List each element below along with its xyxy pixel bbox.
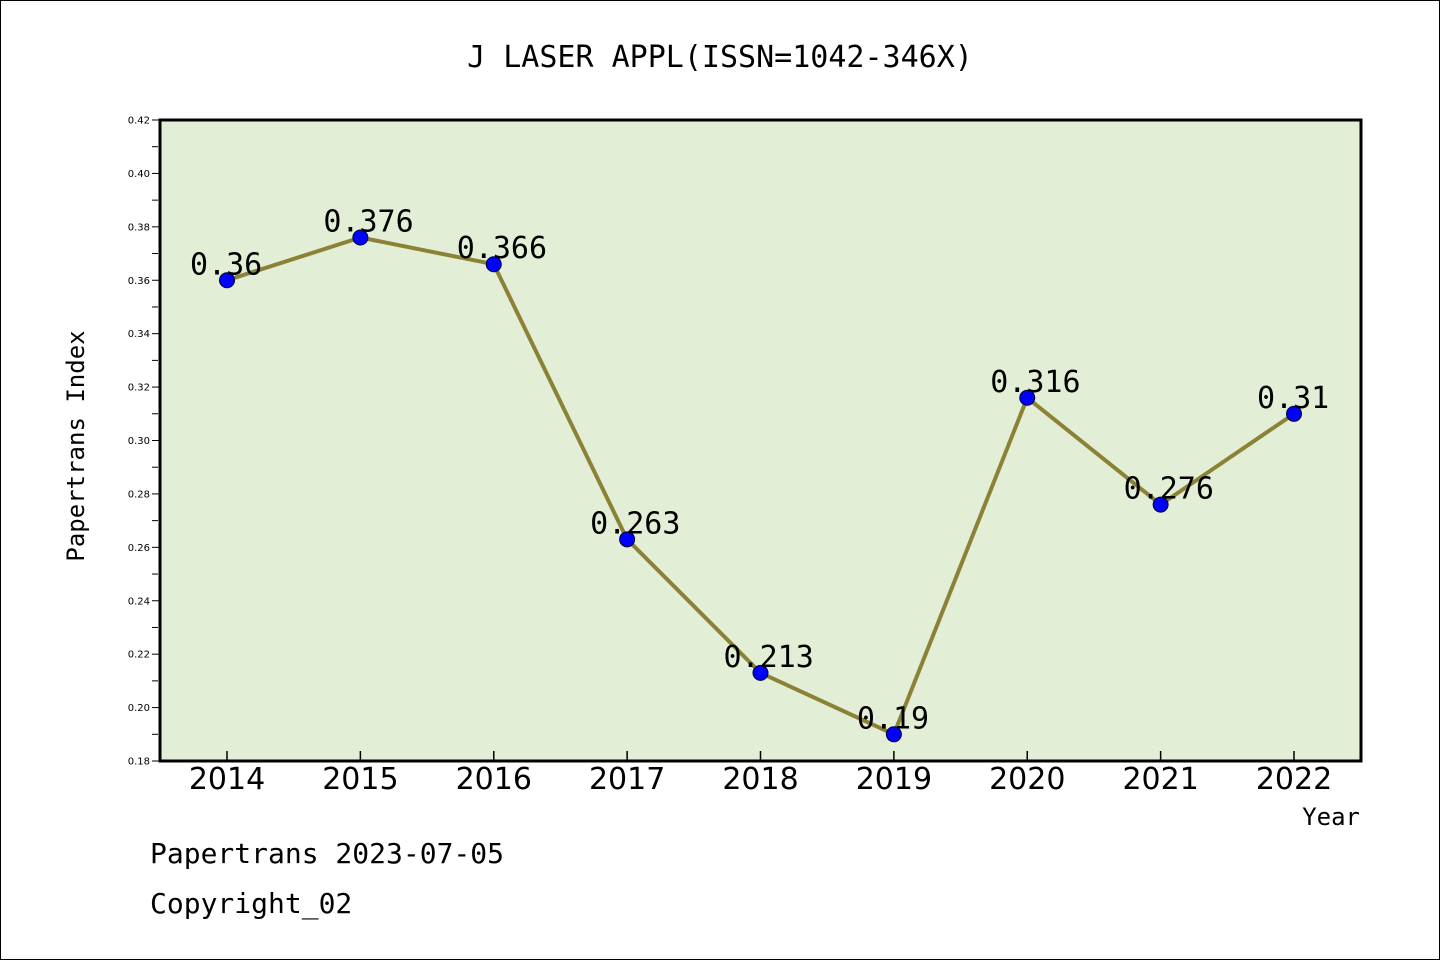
data-point [1286, 405, 1302, 422]
data-point [485, 256, 502, 273]
y-axis: 0.18 0.20 0.22 0.24 0.26 0.28 0.30 0.32 0.34 0.36… [128, 116, 160, 768]
x-tick-label: 2020 [989, 762, 1065, 797]
y-tick-label: 0.42 [128, 116, 150, 127]
y-tick-label: 0.22 [128, 650, 150, 661]
data-label: 0.36 [190, 247, 262, 282]
data-label: 0.31 [1257, 381, 1329, 416]
data-label: 0.276 [1124, 472, 1214, 507]
y-tick-label: 0.30 [128, 436, 150, 447]
x-tick-label: 2022 [1256, 762, 1332, 797]
plot-border [158, 118, 1363, 763]
y-tick-label: 0.28 [128, 489, 150, 500]
plot-area [160, 120, 1361, 761]
data-label: 0.263 [590, 506, 680, 541]
x-tick-label: 2021 [1122, 762, 1198, 797]
y-axis-label: Papertrans Index [62, 330, 90, 561]
footer-copyright: Copyright_02 [150, 887, 352, 921]
x-tick-label: 2018 [722, 762, 798, 797]
y-tick-label: 0.20 [128, 703, 150, 714]
x-tick-label: 2017 [589, 762, 665, 797]
x-tick-label: 2015 [322, 762, 398, 797]
data-point [352, 229, 369, 246]
chart-title: J LASER APPL(ISSN=1042-346X) [467, 40, 973, 75]
data-label: 0.19 [857, 701, 929, 736]
y-tick-label: 0.18 [128, 757, 150, 768]
x-tick-label: 2019 [856, 762, 932, 797]
footer-date: Papertrans 2023-07-05 [150, 837, 504, 870]
y-tick-label: 0.38 [128, 222, 150, 233]
y-tick-label: 0.24 [128, 596, 150, 607]
data-label: 0.213 [724, 640, 814, 675]
data-label: 0.316 [990, 365, 1080, 400]
data-labels: 0.36 0.376 0.366 0.263 0.213 0.19 0.316 0.276 0.… [190, 205, 1329, 737]
data-label: 0.366 [457, 231, 547, 266]
y-tick-label: 0.40 [128, 169, 150, 180]
data-point [885, 726, 902, 743]
y-tick-label: 0.34 [128, 329, 150, 340]
data-point [752, 664, 769, 681]
x-axis: 2014 2015 2016 2017 2018 2019 2020 2021 2022 [189, 751, 1332, 797]
data-point [619, 531, 636, 548]
x-axis-label: Year [1302, 803, 1360, 831]
data-point [1019, 389, 1036, 406]
x-tick-label: 2014 [189, 762, 265, 797]
data-point [1152, 496, 1169, 513]
y-tick-label: 0.32 [128, 383, 150, 394]
series [219, 229, 1302, 743]
y-tick-label: 0.26 [128, 543, 150, 554]
data-label: 0.376 [323, 205, 413, 240]
data-point [219, 272, 235, 289]
y-tick-label: 0.36 [128, 276, 150, 287]
x-tick-label: 2016 [456, 762, 532, 797]
